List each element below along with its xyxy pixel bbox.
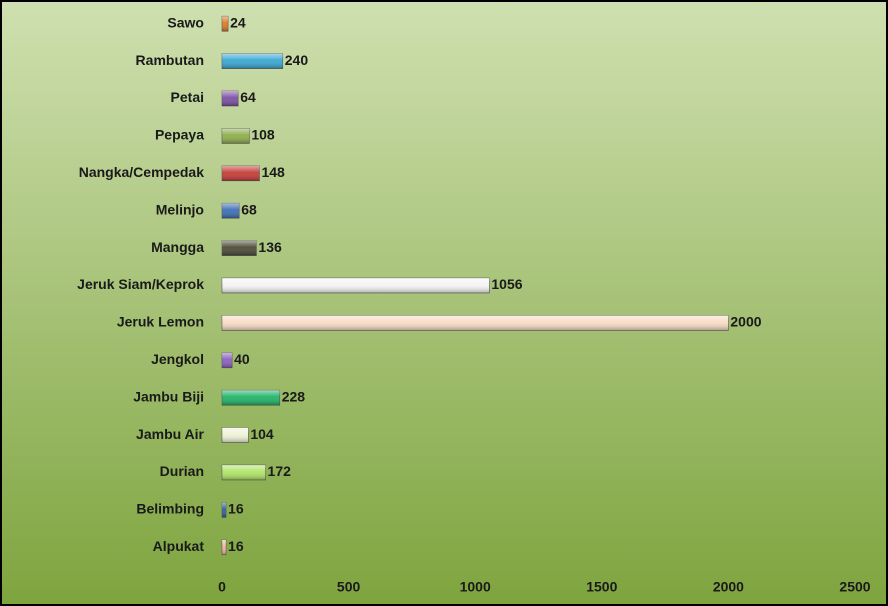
bar-shine bbox=[222, 203, 240, 219]
bar-shine bbox=[222, 465, 266, 480]
x-tick-label: 0 bbox=[218, 579, 226, 595]
y-tick-label: Jengkol bbox=[151, 351, 204, 367]
data-label: 136 bbox=[258, 239, 282, 255]
bar-shine bbox=[222, 165, 260, 181]
x-tick-label: 1000 bbox=[460, 579, 491, 595]
bar-shine bbox=[222, 539, 227, 555]
data-label: 240 bbox=[285, 52, 309, 68]
y-tick-label: Jambu Air bbox=[136, 426, 204, 442]
data-label: 228 bbox=[282, 388, 306, 404]
data-label: 16 bbox=[228, 538, 244, 554]
bar-shine bbox=[222, 427, 249, 443]
data-label: 1056 bbox=[491, 276, 522, 292]
bar-shine bbox=[222, 502, 227, 518]
bar-shine bbox=[222, 278, 490, 293]
y-tick-label: Nangka/Cempedak bbox=[79, 164, 204, 180]
data-label: 148 bbox=[261, 164, 285, 180]
bar-shine bbox=[222, 390, 280, 406]
data-label: 172 bbox=[268, 463, 292, 479]
data-label: 68 bbox=[241, 201, 257, 217]
data-label: 108 bbox=[251, 127, 275, 143]
bar-shine bbox=[222, 240, 257, 256]
x-tick-label: 500 bbox=[337, 579, 361, 595]
x-tick-label: 2500 bbox=[839, 579, 870, 595]
y-tick-label: Mangga bbox=[151, 239, 204, 255]
y-tick-label: Pepaya bbox=[155, 127, 204, 143]
bar-shine bbox=[222, 352, 233, 368]
data-label: 40 bbox=[234, 351, 250, 367]
data-label: 2000 bbox=[730, 314, 761, 330]
data-label: 104 bbox=[250, 426, 274, 442]
y-tick-label: Jambu Biji bbox=[133, 388, 204, 404]
y-tick-label: Rambutan bbox=[136, 52, 204, 68]
y-tick-label: Jeruk Lemon bbox=[117, 314, 204, 330]
x-tick-label: 2000 bbox=[713, 579, 744, 595]
bar-shine bbox=[222, 16, 229, 32]
y-tick-label: Belimbing bbox=[136, 501, 204, 517]
y-tick-label: Petai bbox=[171, 89, 204, 105]
x-tick-label: 1500 bbox=[586, 579, 617, 595]
bar-shine bbox=[222, 91, 239, 106]
y-tick-label: Durian bbox=[160, 463, 204, 479]
bar-shine bbox=[222, 315, 729, 331]
bar-shine bbox=[222, 53, 283, 69]
bar-shine bbox=[222, 128, 250, 144]
y-tick-label: Melinjo bbox=[156, 201, 204, 217]
data-label: 16 bbox=[228, 501, 244, 517]
data-label: 64 bbox=[240, 89, 256, 105]
y-tick-label: Alpukat bbox=[153, 538, 205, 554]
y-tick-label: Jeruk Siam/Keprok bbox=[77, 276, 204, 292]
y-tick-label: Sawo bbox=[167, 14, 204, 30]
data-label: 24 bbox=[230, 14, 246, 30]
